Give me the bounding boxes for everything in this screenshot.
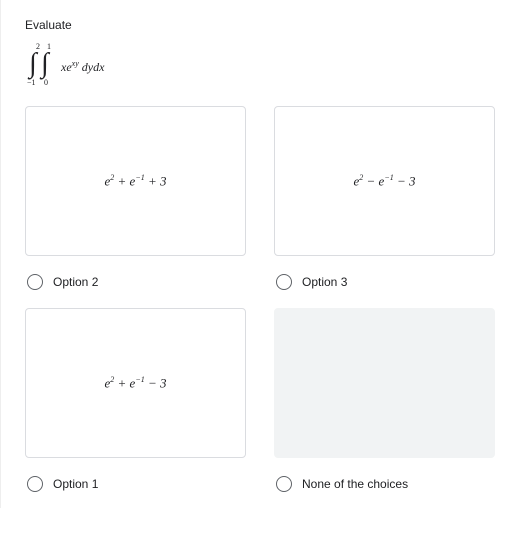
- integral-expression: 2 1 ∫ ∫ −1 0 xexy dydx: [27, 44, 495, 88]
- integrand-diff: dydx: [79, 60, 105, 74]
- integrand: xexy dydx: [61, 59, 104, 75]
- integral-symbol-inner: ∫: [41, 48, 49, 80]
- option-none[interactable]: None of the choices: [274, 472, 495, 496]
- option-1[interactable]: Option 1: [25, 472, 246, 496]
- math-part: − 3: [145, 375, 167, 390]
- option-label: None of the choices: [302, 477, 408, 491]
- option-3[interactable]: Option 3: [274, 270, 495, 294]
- integrand-base: xe: [61, 60, 72, 74]
- answer-card-3: e2 − e−1 − 3: [274, 106, 495, 256]
- option-label: Option 2: [53, 275, 98, 289]
- math-part: − 3: [394, 173, 416, 188]
- answer-math-2: e2 + e−1 + 3: [104, 173, 166, 189]
- integral-symbol-outer: ∫: [29, 48, 37, 80]
- question-prompt: Evaluate: [25, 18, 495, 32]
- math-part: −1: [135, 375, 144, 384]
- answer-math-3: e2 − e−1 − 3: [353, 173, 415, 189]
- math-part: + e: [114, 375, 135, 390]
- math-part: −1: [384, 173, 393, 182]
- math-part: + 3: [145, 173, 167, 188]
- option-2[interactable]: Option 2: [25, 270, 246, 294]
- radio-icon: [27, 476, 43, 492]
- answer-math-1: e2 + e−1 − 3: [104, 375, 166, 391]
- radio-icon: [27, 274, 43, 290]
- outer-lower-limit: −1: [27, 78, 36, 87]
- math-part: − e: [363, 173, 384, 188]
- integrand-exponent: xy: [72, 59, 79, 68]
- option-label: Option 3: [302, 275, 347, 289]
- options-grid: e2 + e−1 + 3 e2 − e−1 − 3 Option 2 Optio…: [25, 106, 495, 496]
- math-part: + e: [114, 173, 135, 188]
- radio-icon: [276, 274, 292, 290]
- answer-card-none: [274, 308, 495, 458]
- inner-lower-limit: 0: [44, 78, 48, 87]
- math-part: −1: [135, 173, 144, 182]
- option-label: Option 1: [53, 477, 98, 491]
- radio-icon: [276, 476, 292, 492]
- answer-card-2: e2 + e−1 + 3: [25, 106, 246, 256]
- answer-card-1: e2 + e−1 − 3: [25, 308, 246, 458]
